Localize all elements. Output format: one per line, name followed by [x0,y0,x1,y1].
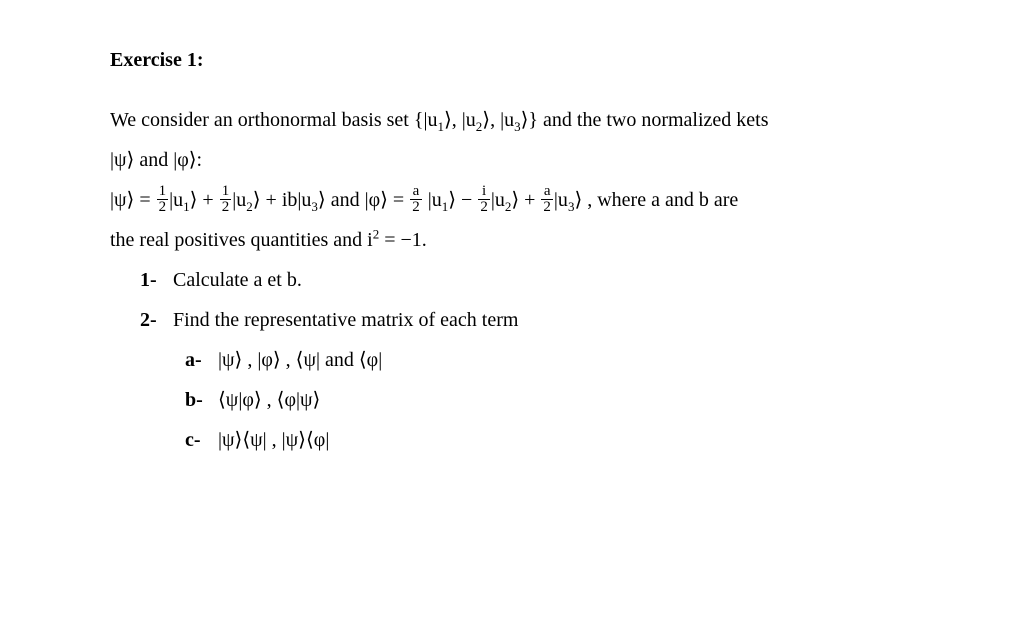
ib-u3: ib|u [282,189,312,211]
question-number-1: 1- [140,260,168,300]
intro-line-2: |ψ⟩ and |φ⟩: [110,140,914,180]
intro-text-1a: We consider an orthonormal basis set {|u [110,109,437,131]
fraction-a-1: a2 [410,184,422,215]
tail-text-a: the real positives quantities and i [110,229,373,251]
intro-text-1b: ⟩, |u [444,109,476,131]
question-2a-text: |ψ⟩ , |φ⟩ , ⟨ψ| and ⟨φ| [218,349,382,371]
close-plus-3: ⟩ + [511,189,540,211]
ket-u1: |u [169,189,183,211]
ket-u2: |u [232,189,246,211]
question-letter-b: b- [185,380,213,420]
close-tail: ⟩ , where a and b are [574,189,738,211]
close-plus-2: ⟩ + [253,189,282,211]
intro-text-1c: ⟩, |u [482,109,514,131]
question-number-2: 2- [140,300,168,340]
frac-top: 1 [220,184,232,200]
tail-text-b: = −1. [379,229,427,251]
close-minus: ⟩ − [448,189,477,211]
question-2c-text: |ψ⟩⟨ψ| , |ψ⟩⟨φ| [218,429,329,451]
fraction-i: i2 [478,184,490,215]
ket-u1-phi: |u [428,189,442,211]
frac-top: i [478,184,490,200]
frac-bot: 2 [410,200,422,215]
question-1: 1- Calculate a et b. [110,260,914,300]
document-page: Exercise 1: We consider an orthonormal b… [0,0,1024,500]
frac-top: 1 [157,184,169,200]
question-2a: a- |ψ⟩ , |φ⟩ , ⟨ψ| and ⟨φ| [110,340,914,380]
frac-bot: 2 [478,200,490,215]
question-2b-text: ⟨ψ|φ⟩ , ⟨φ|ψ⟩ [218,389,320,411]
question-2b: b- ⟨ψ|φ⟩ , ⟨φ|ψ⟩ [110,380,914,420]
fraction-a-2: a2 [541,184,553,215]
ket-u2-phi: |u [491,189,505,211]
question-2-text: Find the representative matrix of each t… [173,309,518,331]
frac-bot: 2 [157,200,169,215]
close-plus-1: ⟩ + [190,189,219,211]
question-2: 2- Find the representative matrix of eac… [110,300,914,340]
frac-top: a [410,184,422,200]
question-letter-c: c- [185,420,213,460]
ket-u3-phi: |u [554,189,568,211]
question-1-text: Calculate a et b. [173,269,302,291]
intro-text-1d: ⟩} and the two normalized kets [521,109,769,131]
fraction-half-1: 12 [157,184,169,215]
question-2c: c- |ψ⟩⟨ψ| , |ψ⟩⟨φ| [110,420,914,460]
close-and: ⟩ and |φ⟩ = [318,189,409,211]
frac-bot: 2 [541,200,553,215]
question-letter-a: a- [185,340,213,380]
intro-line-1: We consider an orthonormal basis set {|u… [110,100,914,140]
frac-bot: 2 [220,200,232,215]
tail-line: the real positives quantities and i2 = −… [110,220,914,260]
fraction-half-2: 12 [220,184,232,215]
exercise-title: Exercise 1: [110,40,914,80]
equation-line: |ψ⟩ = 12|u1⟩ + 12|u2⟩ + ib|u3⟩ and |φ⟩ =… [110,180,914,220]
psi-lhs: |ψ⟩ = [110,189,156,211]
frac-top: a [541,184,553,200]
